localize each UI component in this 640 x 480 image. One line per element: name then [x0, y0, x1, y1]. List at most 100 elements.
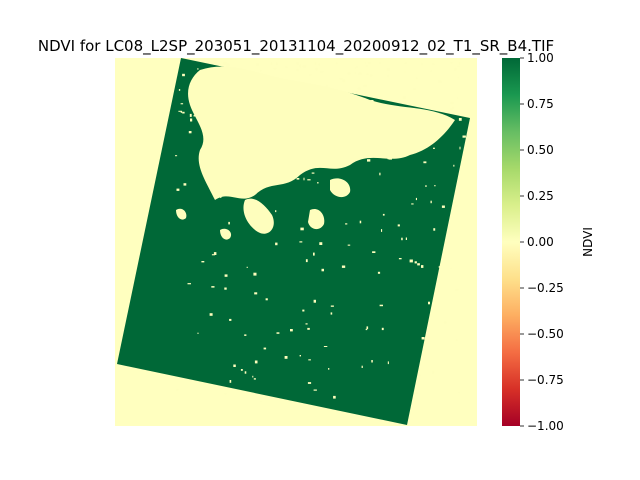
raster-speckle	[317, 182, 319, 184]
raster-speckle	[309, 90, 313, 92]
raster-speckle	[252, 375, 254, 378]
raster-speckle	[407, 130, 409, 133]
raster-speckle	[322, 131, 326, 134]
raster-speckle	[195, 74, 197, 77]
raster-speckle	[345, 223, 348, 225]
raster-speckle	[323, 92, 327, 95]
raster-speckle	[367, 62, 371, 64]
raster-speckle	[358, 126, 362, 128]
raster-speckle	[458, 392, 461, 394]
raster-speckle	[335, 165, 339, 167]
raster-speckle	[188, 131, 192, 134]
raster-speckle	[190, 118, 193, 122]
raster-speckle	[265, 298, 268, 301]
raster-speckle	[259, 205, 262, 208]
raster-speckle	[417, 263, 420, 266]
raster-speckle	[421, 337, 425, 340]
raster-speckle	[305, 259, 308, 263]
raster-speckle	[303, 177, 305, 181]
raster-speckle	[438, 266, 441, 268]
raster-speckle	[454, 67, 457, 71]
raster-speckle	[242, 163, 246, 164]
raster-speckle	[276, 332, 280, 334]
raster-speckle	[315, 90, 318, 93]
raster-speckle	[462, 135, 466, 138]
raster-speckle	[246, 153, 249, 155]
raster-speckle	[430, 70, 432, 72]
raster-speckle	[363, 84, 367, 87]
raster-speckle	[254, 292, 258, 295]
raster-speckle	[452, 106, 455, 109]
raster-speckle	[178, 89, 181, 91]
colorbar	[502, 58, 520, 426]
raster-speckle	[409, 259, 413, 263]
raster-speckle	[201, 261, 205, 263]
raster-speckle	[402, 96, 406, 99]
raster-speckle	[197, 332, 199, 334]
raster-speckle	[321, 268, 324, 272]
raster-speckle	[326, 84, 328, 88]
raster-speckle	[345, 130, 348, 134]
raster-speckle	[443, 128, 447, 131]
raster-speckle	[303, 161, 305, 165]
raster-speckle	[432, 63, 435, 65]
raster-speckle	[182, 111, 185, 114]
raster-speckle	[387, 74, 389, 78]
raster-speckle	[292, 173, 294, 177]
raster-speckle	[206, 158, 209, 160]
raster-speckle	[412, 88, 417, 90]
raster-speckle	[178, 110, 182, 112]
raster-speckle	[244, 334, 247, 336]
raster-speckle	[364, 62, 366, 64]
raster-speckle	[198, 72, 201, 75]
raster-speckle	[210, 140, 214, 143]
raster-speckle	[397, 224, 400, 227]
raster-speckle	[213, 62, 217, 65]
raster-speckle	[209, 103, 212, 107]
raster-speckle	[398, 258, 402, 260]
raster-speckle	[244, 175, 248, 178]
raster-speckle	[263, 347, 267, 350]
raster-speckle	[226, 63, 230, 67]
raster-speckle	[432, 111, 435, 114]
raster-speckle	[299, 355, 301, 357]
raster-speckle	[204, 143, 208, 145]
raster-speckle	[262, 123, 266, 126]
raster-speckle	[270, 163, 272, 166]
raster-speckle	[277, 113, 279, 117]
raster-speckle	[434, 185, 436, 187]
raster-speckle	[320, 140, 324, 144]
raster-speckle	[224, 393, 227, 395]
raster-speckle	[224, 274, 228, 277]
raster-speckle	[333, 395, 336, 399]
raster-speckle	[458, 62, 461, 65]
raster-speckle	[450, 62, 453, 64]
raster-speckle	[237, 125, 241, 128]
raster-speckle	[290, 97, 292, 100]
raster-speckle	[211, 286, 215, 288]
raster-speckle	[381, 327, 384, 331]
raster-speckle	[411, 203, 414, 205]
raster-speckle	[316, 130, 319, 134]
raster-speckle	[302, 120, 305, 124]
raster-speckle	[351, 122, 354, 125]
raster-speckle	[385, 105, 387, 108]
raster-speckle	[354, 67, 356, 69]
raster-speckle	[251, 87, 255, 89]
raster-speckle	[296, 68, 299, 72]
raster-speckle	[450, 267, 452, 270]
raster-speckle	[336, 184, 338, 187]
colorbar-tick-label: 1.00	[527, 51, 554, 65]
raster-speckle	[337, 99, 341, 103]
raster-speckle	[311, 139, 313, 142]
raster-speckle	[361, 365, 363, 368]
raster-speckle	[357, 87, 361, 90]
raster-speckle	[270, 62, 273, 65]
raster-speckle	[182, 73, 185, 77]
raster-speckle	[279, 90, 282, 92]
raster-speckle	[197, 68, 199, 70]
raster-speckle	[176, 388, 179, 391]
raster-speckle	[426, 131, 429, 135]
raster-speckle	[228, 221, 230, 225]
colorbar-tick-label: −0.25	[527, 281, 564, 295]
